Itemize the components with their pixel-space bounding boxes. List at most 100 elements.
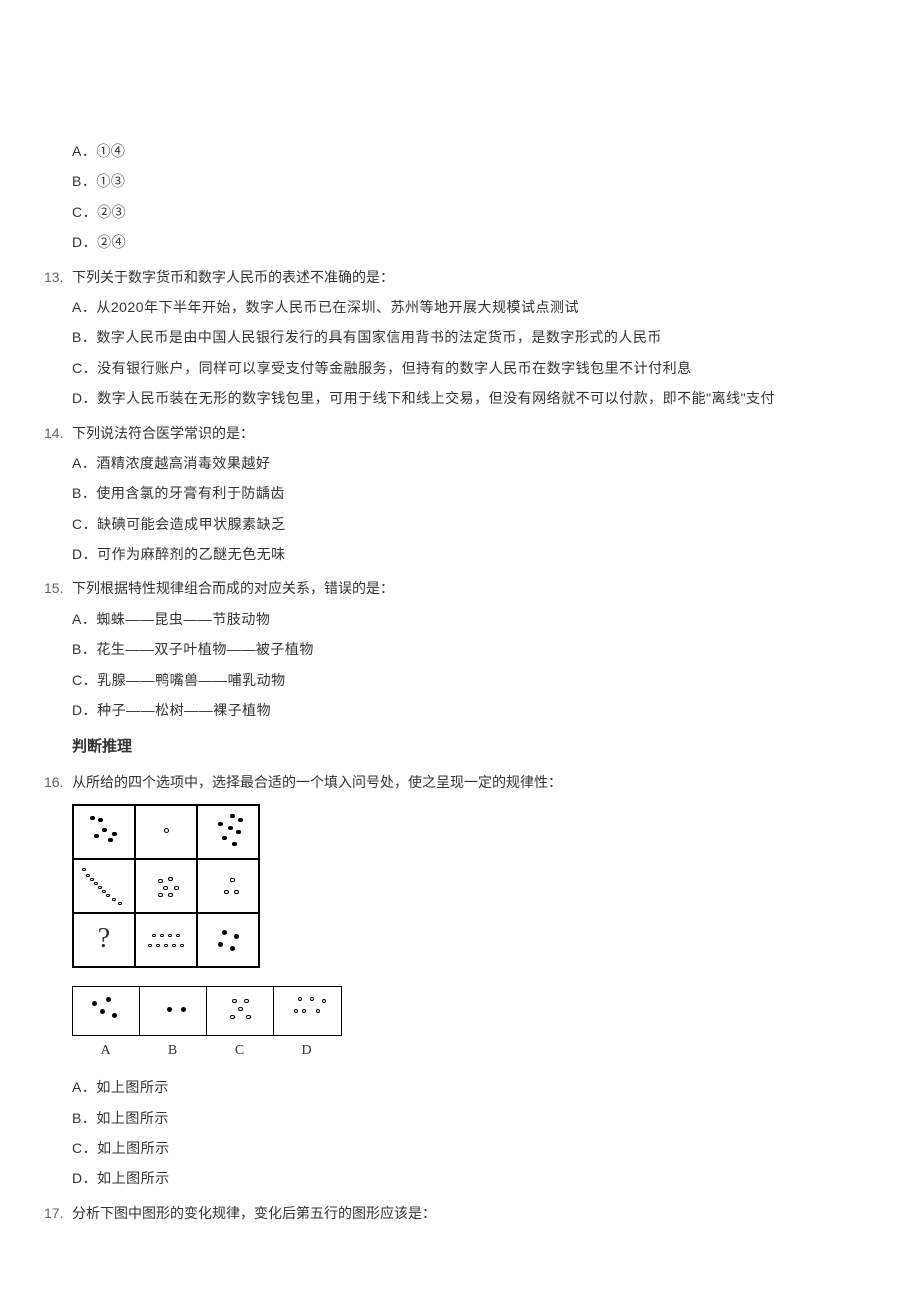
solid-dot-icon bbox=[98, 818, 103, 823]
hollow-dot-icon bbox=[164, 944, 168, 948]
hollow-dot-icon bbox=[118, 902, 122, 906]
dots-pattern bbox=[138, 862, 194, 910]
dots-pattern bbox=[138, 808, 194, 856]
hollow-dot-icon bbox=[230, 878, 235, 883]
grid-cell bbox=[73, 805, 135, 859]
question-stem: 17. 分析下图中图形的变化规律，变化后第五行的图形应该是： bbox=[44, 1202, 876, 1224]
question-stem: 13. 下列关于数字货币和数字人民币的表述不准确的是： bbox=[44, 266, 876, 288]
figure-container: ? ABCD bbox=[44, 804, 876, 1062]
hollow-dot-icon bbox=[158, 879, 163, 884]
hollow-dot-icon bbox=[246, 1015, 251, 1020]
question-mark-icon: ? bbox=[98, 917, 110, 962]
grid-cell bbox=[197, 913, 259, 967]
solid-dot-icon bbox=[106, 997, 111, 1002]
question-number: 17. bbox=[44, 1202, 72, 1224]
hollow-dot-icon bbox=[168, 893, 173, 898]
grid-cell bbox=[135, 859, 197, 913]
solid-dot-icon bbox=[167, 1007, 172, 1012]
option-C: C．没有银行账户，同样可以享受支付等金融服务，但持有的数字人民币在数字钱包里不计… bbox=[72, 357, 876, 379]
option-A: A．从2020年下半年开始，数字人民币已在深圳、苏州等地开展大规模试点测试 bbox=[72, 296, 876, 318]
answer-cell bbox=[207, 987, 274, 1035]
option-B: B．①③ bbox=[72, 170, 876, 192]
option-D: D．如上图所示 bbox=[72, 1167, 876, 1189]
dots-pattern bbox=[145, 987, 201, 1035]
hollow-dot-icon bbox=[102, 890, 106, 894]
question-text: 分析下图中图形的变化规律，变化后第五行的图形应该是： bbox=[72, 1202, 876, 1224]
hollow-dot-icon bbox=[322, 999, 327, 1004]
answer-cell bbox=[274, 987, 341, 1035]
question-15: 15. 下列根据特性规律组合而成的对应关系，错误的是： A．蜘蛛——昆虫——节肢… bbox=[44, 577, 876, 721]
option-A: A．如上图所示 bbox=[72, 1076, 876, 1098]
option-D: D．②④ bbox=[72, 231, 876, 253]
question-stem: 14. 下列说法符合医学常识的是： bbox=[44, 422, 876, 444]
answer-label: B bbox=[139, 1040, 206, 1062]
question-12-options: A．①④ B．①③ C．②③ D．②④ bbox=[44, 140, 876, 254]
grid-cell bbox=[135, 913, 197, 967]
dots-pattern bbox=[212, 987, 268, 1035]
dots-pattern bbox=[280, 987, 336, 1035]
option-C: C．如上图所示 bbox=[72, 1137, 876, 1159]
solid-dot-icon bbox=[102, 828, 107, 833]
question-stem: 15. 下列根据特性规律组合而成的对应关系，错误的是： bbox=[44, 577, 876, 599]
question-number: 16. bbox=[44, 771, 72, 793]
solid-dot-icon bbox=[94, 834, 99, 839]
solid-dot-icon bbox=[108, 838, 113, 843]
hollow-dot-icon bbox=[176, 934, 180, 938]
options-list: A．从2020年下半年开始，数字人民币已在深圳、苏州等地开展大规模试点测试 B．… bbox=[44, 296, 876, 410]
hollow-dot-icon bbox=[158, 893, 163, 898]
hollow-dot-icon bbox=[298, 997, 303, 1002]
hollow-dot-icon bbox=[174, 886, 179, 891]
hollow-dot-icon bbox=[168, 877, 173, 882]
answer-label: A bbox=[72, 1040, 139, 1062]
hollow-dot-icon bbox=[244, 999, 249, 1004]
hollow-dot-icon bbox=[86, 874, 90, 878]
question-text: 下列关于数字货币和数字人民币的表述不准确的是： bbox=[72, 266, 876, 288]
question-13: 13. 下列关于数字货币和数字人民币的表述不准确的是： A．从2020年下半年开… bbox=[44, 266, 876, 410]
answer-cell bbox=[140, 987, 207, 1035]
solid-dot-icon bbox=[230, 814, 235, 819]
solid-dot-icon bbox=[90, 816, 95, 821]
grid-cell bbox=[197, 859, 259, 913]
solid-dot-icon bbox=[218, 822, 223, 827]
hollow-dot-icon bbox=[98, 886, 102, 890]
option-B: B．数字人民币是由中国人民银行发行的具有国家信用背书的法定货币，是数字形式的人民… bbox=[72, 326, 876, 348]
hollow-dot-icon bbox=[163, 886, 168, 891]
hollow-dot-icon bbox=[148, 944, 152, 948]
options-list: A．蜘蛛——昆虫——节肢动物 B．花生——双子叶植物——被子植物 C．乳腺——鸭… bbox=[44, 608, 876, 722]
hollow-dot-icon bbox=[152, 934, 156, 938]
solid-dot-icon bbox=[238, 818, 243, 823]
solid-dot-icon bbox=[230, 946, 235, 951]
hollow-dot-icon bbox=[310, 997, 315, 1002]
dots-pattern bbox=[138, 916, 194, 964]
hollow-dot-icon bbox=[164, 828, 169, 833]
solid-dot-icon bbox=[234, 934, 239, 939]
hollow-dot-icon bbox=[316, 1009, 321, 1014]
hollow-dot-icon bbox=[106, 894, 110, 898]
answer-label: D bbox=[273, 1040, 340, 1062]
dots-pattern bbox=[200, 862, 256, 910]
option-B: B．使用含氯的牙膏有利于防龋齿 bbox=[72, 482, 876, 504]
pattern-grid: ? bbox=[72, 804, 260, 968]
hollow-dot-icon bbox=[294, 1009, 299, 1014]
question-text: 从所给的四个选项中，选择最合适的一个填入问号处，使之呈现一定的规律性： bbox=[72, 771, 876, 793]
section-title: 判断推理 bbox=[72, 735, 876, 759]
hollow-dot-icon bbox=[82, 868, 86, 872]
option-D: D．种子——松树——裸子植物 bbox=[72, 699, 876, 721]
hollow-dot-icon bbox=[180, 944, 184, 948]
solid-dot-icon bbox=[100, 1009, 105, 1014]
grid-cell bbox=[73, 859, 135, 913]
solid-dot-icon bbox=[222, 836, 227, 841]
answer-cell bbox=[73, 987, 140, 1035]
hollow-dot-icon bbox=[172, 944, 176, 948]
option-A: A．蜘蛛——昆虫——节肢动物 bbox=[72, 608, 876, 630]
question-number: 14. bbox=[44, 422, 72, 444]
dots-pattern bbox=[76, 862, 132, 910]
hollow-dot-icon bbox=[234, 890, 239, 895]
grid-cell bbox=[135, 805, 197, 859]
question-14: 14. 下列说法符合医学常识的是： A．酒精浓度越高消毒效果越好 B．使用含氯的… bbox=[44, 422, 876, 566]
hollow-dot-icon bbox=[156, 944, 160, 948]
solid-dot-icon bbox=[222, 930, 227, 935]
option-D: D．数字人民币装在无形的数字钱包里，可用于线下和线上交易，但没有网络就不可以付款… bbox=[72, 387, 876, 409]
option-B: B．如上图所示 bbox=[72, 1107, 876, 1129]
options-list: A．酒精浓度越高消毒效果越好 B．使用含氯的牙膏有利于防龋齿 C．缺碘可能会造成… bbox=[44, 452, 876, 566]
